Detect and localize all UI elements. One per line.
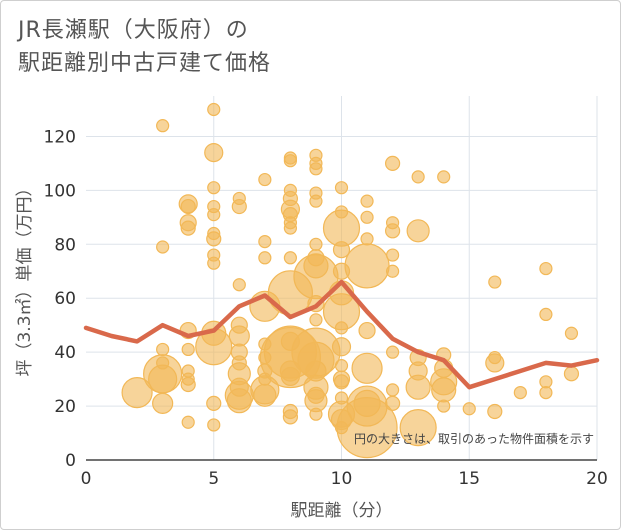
bubble-size-note: 円の大きさは、取引のあった物件面積を示す <box>354 431 594 446</box>
data-point <box>360 210 374 224</box>
data-point <box>336 397 398 459</box>
x-tick-label: 0 <box>81 469 92 489</box>
data-point <box>431 377 457 403</box>
data-point <box>513 385 527 400</box>
data-point <box>334 181 349 195</box>
data-point <box>333 374 350 390</box>
y-tick-label: 0 <box>65 451 76 471</box>
data-point <box>399 409 437 447</box>
data-point <box>258 172 272 187</box>
x-tick-label: 5 <box>208 469 219 489</box>
data-point <box>156 119 170 133</box>
data-point <box>309 313 323 327</box>
y-axis-title: 坪（3.3㎡）単価（万円） <box>15 179 35 376</box>
data-point <box>207 418 221 432</box>
data-point <box>258 235 272 249</box>
data-point <box>282 409 298 425</box>
data-point <box>148 364 178 394</box>
data-point <box>386 248 400 262</box>
x-axis-title: 駅距離（分） <box>291 501 393 521</box>
data-point <box>309 194 323 208</box>
x-tick-label: 15 <box>458 469 480 489</box>
data-point <box>539 385 553 400</box>
data-point <box>385 155 401 172</box>
chart-title: JR長瀬駅（大阪府）の 駅距離別中古戸建て価格 <box>18 14 271 80</box>
data-point <box>539 307 553 321</box>
data-point <box>207 181 221 195</box>
data-point <box>283 221 297 235</box>
y-tick-label: 100 <box>44 181 76 201</box>
x-tick-label: 20 <box>586 469 608 489</box>
data-point <box>258 251 272 265</box>
x-tick-label: 10 <box>331 469 353 489</box>
data-point <box>206 231 222 247</box>
data-point <box>386 345 400 359</box>
data-point <box>121 376 153 409</box>
data-point <box>280 366 300 387</box>
data-point <box>563 366 580 382</box>
data-point <box>152 392 174 414</box>
y-tick-label: 40 <box>54 343 76 363</box>
y-tick-label: 60 <box>54 289 76 309</box>
data-point <box>358 321 376 340</box>
data-point <box>386 264 400 278</box>
data-point <box>228 325 250 347</box>
data-point <box>181 342 195 357</box>
data-point <box>385 395 401 411</box>
data-point <box>385 223 401 239</box>
data-point <box>344 243 390 289</box>
data-point <box>181 415 195 429</box>
data-point <box>207 102 221 117</box>
data-point <box>206 395 222 411</box>
data-point <box>485 353 505 373</box>
data-point <box>487 403 503 420</box>
data-point <box>437 170 451 184</box>
bubble-layer <box>121 102 580 459</box>
chart-title-line2: 駅距離別中古戸建て価格 <box>18 51 272 76</box>
y-tick-label: 80 <box>54 235 76 255</box>
data-point <box>488 275 502 289</box>
data-point <box>564 326 579 340</box>
data-point <box>283 154 297 168</box>
data-point <box>253 383 277 407</box>
data-point <box>360 194 374 208</box>
data-point <box>386 383 400 397</box>
data-point <box>411 170 425 184</box>
data-point <box>204 143 224 163</box>
data-point <box>351 352 383 384</box>
data-point <box>539 261 553 276</box>
data-point <box>226 388 252 414</box>
data-point <box>332 241 351 259</box>
data-point <box>156 240 170 254</box>
data-point <box>207 208 221 222</box>
data-point <box>207 256 221 270</box>
data-point <box>322 209 361 247</box>
data-point <box>334 321 349 335</box>
data-point <box>405 374 431 400</box>
data-point <box>180 220 196 236</box>
data-point <box>156 342 170 357</box>
data-point <box>437 399 451 413</box>
data-point <box>331 337 352 357</box>
average-line <box>83 279 600 390</box>
data-point <box>309 237 323 251</box>
chart-title-line1: JR長瀬駅（大阪府）の <box>18 18 249 43</box>
data-point <box>309 162 323 176</box>
data-point <box>462 402 476 416</box>
data-point <box>406 219 430 243</box>
y-tick-label: 120 <box>44 127 76 147</box>
data-point <box>231 198 247 215</box>
data-point <box>180 198 196 215</box>
data-point <box>180 376 196 393</box>
data-point <box>283 251 297 265</box>
data-point <box>232 278 246 292</box>
data-point <box>334 359 349 373</box>
data-point <box>309 407 323 421</box>
y-tick-label: 20 <box>54 397 76 417</box>
data-point <box>360 232 374 246</box>
